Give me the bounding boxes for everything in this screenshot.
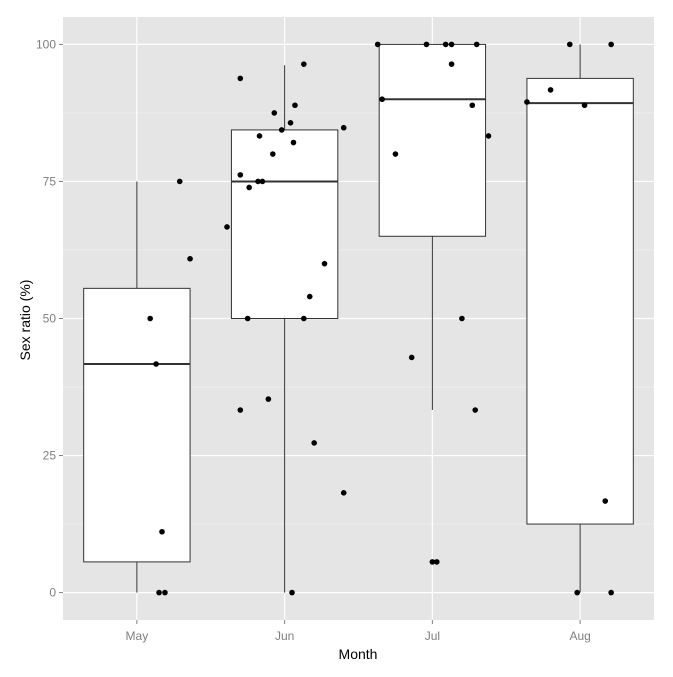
y-axis-title: Sex ratio (%) [17, 280, 33, 361]
data-point [374, 41, 381, 48]
data-point [306, 293, 313, 300]
data-point [237, 75, 244, 82]
box-jun [230, 65, 339, 593]
x-tick-label: Jun [275, 629, 294, 643]
data-point [301, 315, 307, 322]
data-point [159, 528, 165, 535]
data-point [340, 490, 347, 496]
data-point [289, 589, 295, 596]
data-point [278, 127, 285, 133]
y-tick-label: 25 [43, 449, 57, 463]
data-point [423, 41, 430, 48]
box-jul [378, 43, 487, 411]
y-axis: 0 25 50 75 100 [36, 37, 63, 600]
data-point [448, 41, 455, 48]
box-body [378, 43, 487, 237]
x-tick-label: Jul [425, 629, 440, 643]
box-body [83, 287, 191, 563]
data-point [290, 139, 297, 146]
data-point [524, 99, 530, 105]
data-point [224, 224, 230, 230]
data-point [244, 315, 251, 322]
data-point [392, 151, 399, 157]
data-point [434, 559, 440, 565]
y-tick-label: 75 [43, 174, 57, 188]
data-point [237, 172, 244, 178]
data-point [469, 102, 476, 109]
data-point [485, 133, 492, 139]
data-point [566, 41, 573, 48]
data-point [287, 119, 294, 126]
data-point [608, 589, 614, 596]
data-point [237, 407, 244, 413]
data-point [259, 178, 266, 185]
data-point [581, 102, 588, 109]
data-point [408, 354, 415, 361]
data-point [265, 396, 272, 402]
data-point [429, 559, 436, 565]
plot-area [63, 17, 654, 620]
data-point [340, 124, 347, 131]
box-body [526, 77, 634, 525]
data-point [602, 498, 609, 504]
data-point [176, 178, 183, 185]
data-point [311, 440, 317, 446]
data-point [574, 589, 580, 596]
data-point [321, 260, 328, 267]
data-point [301, 61, 307, 67]
data-point [473, 41, 480, 48]
data-point [246, 184, 252, 191]
data-point [271, 110, 278, 116]
x-axis-title: Month [339, 646, 378, 662]
y-tick-label: 0 [49, 586, 56, 600]
data-point [608, 41, 614, 48]
data-point [379, 96, 385, 103]
data-point [270, 151, 276, 157]
data-point [292, 102, 298, 109]
x-tick-label: May [126, 629, 149, 643]
data-point [547, 87, 554, 93]
box-aug [526, 44, 634, 593]
data-point [472, 407, 479, 413]
data-point [442, 41, 449, 48]
data-point [256, 133, 263, 139]
y-tick-label: 50 [43, 312, 57, 326]
data-point [156, 589, 162, 596]
data-point [255, 178, 261, 185]
y-tick-label: 100 [36, 37, 56, 51]
data-point [162, 589, 168, 596]
data-point [459, 315, 465, 322]
x-axis: May Jun Jul Aug [126, 620, 591, 643]
data-point [147, 315, 153, 322]
data-point [448, 61, 455, 67]
x-tick-label: Aug [569, 629, 590, 643]
data-point [187, 255, 193, 262]
box-body [230, 129, 339, 319]
box-may [83, 181, 191, 593]
data-point [153, 361, 159, 367]
